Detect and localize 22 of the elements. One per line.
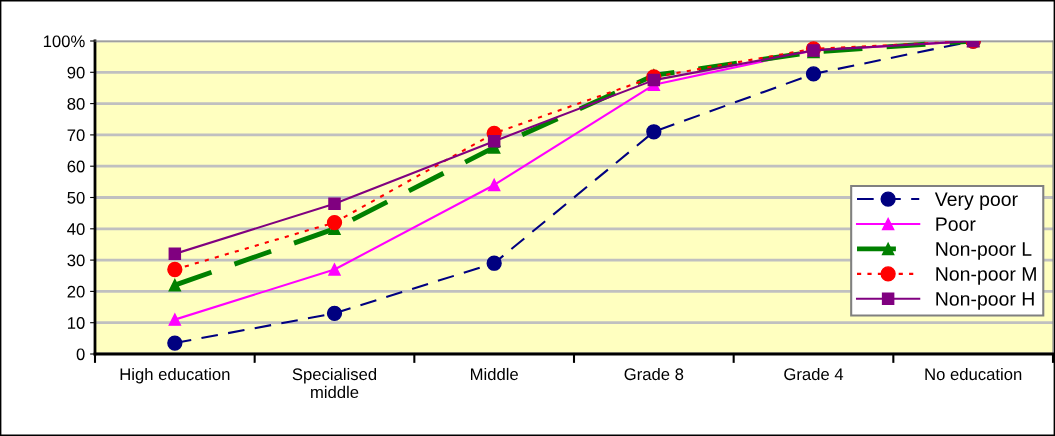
y-tick-label: 40 [67, 223, 85, 235]
y-tick-label: 100% [43, 35, 85, 48]
legend-label: Very poor [934, 192, 1018, 210]
y-tick-label: 60 [67, 160, 85, 173]
y-tick-label: 80 [67, 98, 85, 110]
x-tick-label: Specialised middle [292, 367, 377, 399]
x-tick-label: Middle [470, 367, 518, 381]
y-tick-label: 30 [67, 254, 85, 267]
y-tick-label: 0 [76, 348, 85, 361]
legend-label: Poor [936, 217, 976, 231]
legend-label: Non-poor H [936, 292, 1034, 310]
y-tick-label: 90 [67, 66, 85, 79]
legend-label: Non-poor M [936, 267, 1036, 285]
legend-label: Non-poor L [936, 242, 1032, 260]
y-tick-label: 50 [67, 191, 85, 204]
y-tick-label: 20 [67, 285, 85, 298]
x-tick-label: High education [120, 367, 230, 384]
x-tick-label: No education [925, 367, 1022, 381]
x-tick-label: Grade 8 [624, 367, 684, 381]
y-tick-label: 10 [68, 317, 85, 329]
x-tick-label: Grade 4 [784, 367, 844, 381]
y-tick-label: 70 [67, 129, 85, 142]
